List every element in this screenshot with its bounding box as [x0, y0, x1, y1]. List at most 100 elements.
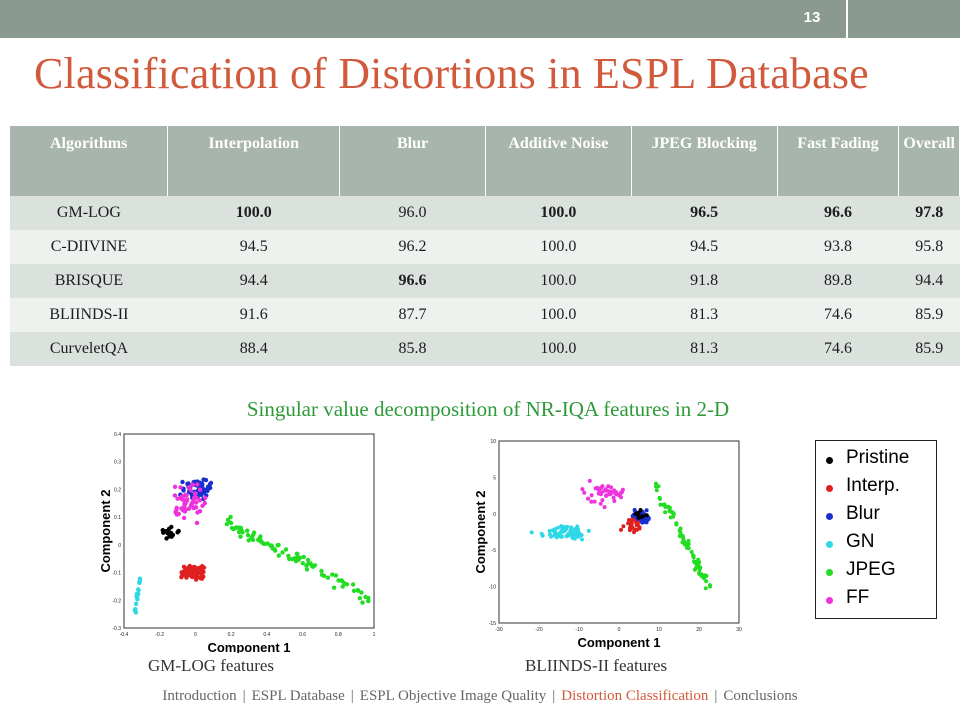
scatter-point — [640, 514, 645, 519]
scatter-point — [589, 493, 594, 498]
legend-label: Blur — [846, 503, 880, 524]
scatter-point — [363, 594, 368, 600]
scatter-point — [704, 579, 709, 584]
scatter-point — [620, 487, 625, 492]
scatter-point — [586, 496, 591, 501]
scatter-point — [178, 485, 183, 490]
y-tick-label: 0 — [118, 543, 121, 549]
plot-legend: Pristine Interp. Blur GN JPEG FF — [815, 440, 937, 619]
legend-label: Interp. — [846, 475, 900, 496]
scatter-point — [359, 590, 364, 595]
scatter-point — [621, 524, 626, 529]
scatter-point — [654, 488, 659, 493]
table-cell-value: 100.0 — [167, 196, 340, 230]
table-cell-value: 85.8 — [339, 332, 486, 366]
scatter-point — [297, 555, 303, 560]
table-cell-value: 94.4 — [898, 264, 960, 298]
footer-link[interactable]: Conclusions — [723, 688, 798, 704]
table-row: CurveletQA 88.4 85.8 100.0 81.3 74.6 85.9 — [10, 332, 960, 366]
scatter-point — [321, 573, 327, 578]
scatter-point — [137, 580, 142, 586]
y-tick-label: -10 — [489, 585, 496, 591]
scatter-point — [559, 534, 564, 539]
x-tick-label: -0.4 — [120, 632, 129, 638]
scatter-point — [191, 505, 196, 511]
scatter-point — [680, 540, 685, 545]
slide-number: 13 — [803, 9, 821, 26]
scatter-point — [575, 533, 579, 538]
table-cell-value: 91.6 — [167, 298, 340, 332]
scatter-point — [555, 532, 560, 537]
y-tick-label: 0.3 — [114, 460, 121, 466]
scatter-point — [691, 553, 696, 558]
scatter-point — [582, 490, 587, 495]
table-header-row: Algorithms Interpolation Blur Additive Nois… — [10, 126, 960, 196]
scatter-point — [689, 550, 694, 554]
footer-link[interactable]: Distortion Classification — [561, 688, 709, 704]
scatter-point — [166, 526, 172, 531]
footer-nav: Introduction | ESPL Database | ESPL Objectiv… — [0, 688, 960, 705]
gmlog-caption: GM-LOG features — [148, 656, 275, 675]
scatter-point — [619, 527, 623, 532]
scatter-point — [283, 547, 289, 552]
table-cell-value: 85.9 — [898, 298, 960, 332]
scatter-point — [312, 563, 318, 568]
scatter-point — [572, 536, 577, 541]
table-row: BRISQUE 94.4 96.6 100.0 91.8 89.8 94.4 — [10, 264, 960, 298]
scatter-point — [201, 565, 207, 570]
scatter-point — [658, 496, 662, 501]
table-row: BLIINDS-II 91.6 87.7 100.0 81.3 74.6 85.9 — [10, 298, 960, 332]
scatter-point — [351, 588, 357, 593]
scatter-point — [644, 508, 649, 513]
table-cell-value: 96.6 — [339, 264, 486, 298]
legend-marker — [826, 485, 833, 492]
scatter-point — [598, 501, 603, 506]
scatter-point — [658, 502, 663, 507]
scatter-point — [547, 528, 552, 533]
scatter-point — [305, 561, 311, 567]
legend-label: FF — [846, 587, 870, 608]
footer-link[interactable]: ESPL Objective Image Quality — [359, 688, 547, 704]
scatter-point — [668, 509, 673, 514]
scatter-point — [245, 528, 250, 533]
scatter-point — [287, 556, 292, 562]
x-tick-label: 30 — [736, 627, 742, 633]
scatter-point — [250, 537, 256, 543]
scatter-point — [168, 530, 174, 536]
x-tick-label: 0.8 — [335, 632, 342, 638]
scatter-point — [304, 567, 310, 572]
scatter-point — [553, 529, 558, 534]
scatter-point — [185, 566, 191, 572]
table-cell-value: 88.4 — [167, 332, 340, 366]
footer-link[interactable]: ESPL Database — [251, 688, 345, 704]
scatter-point — [685, 542, 690, 546]
bliinds-caption: BLIINDS-II features — [525, 656, 668, 675]
table-cell-value: 100.0 — [485, 230, 632, 264]
scatter-point — [173, 510, 178, 515]
scatter-point — [339, 579, 345, 584]
scatter-point — [656, 484, 661, 489]
scatter-point — [609, 485, 613, 490]
scatter-point — [600, 498, 605, 503]
scatter-point — [208, 485, 213, 491]
scatter-point — [644, 513, 649, 518]
table-cell-algorithm: BLIINDS-II — [10, 298, 168, 332]
scatter-point — [132, 607, 138, 613]
scatter-point — [239, 528, 244, 533]
scatter-point — [293, 556, 298, 561]
scatter-point — [677, 534, 682, 539]
x-tick-label: 0.2 — [228, 632, 235, 638]
scatter-point — [661, 502, 666, 507]
scatter-point — [192, 491, 198, 496]
table-cell-value: 100.0 — [485, 196, 632, 230]
footer-link[interactable]: Introduction — [162, 688, 237, 704]
scatter-point — [238, 534, 243, 539]
x-tick-label: 0.6 — [299, 632, 306, 638]
table-cell-value: 96.5 — [631, 196, 778, 230]
legend-marker — [826, 513, 833, 520]
scatter-point — [331, 585, 337, 590]
y-tick-label: -0.2 — [112, 598, 121, 604]
table-header-cell: JPEG Blocking — [631, 126, 778, 196]
scatter-point — [181, 488, 186, 493]
scatter-point — [350, 582, 356, 587]
